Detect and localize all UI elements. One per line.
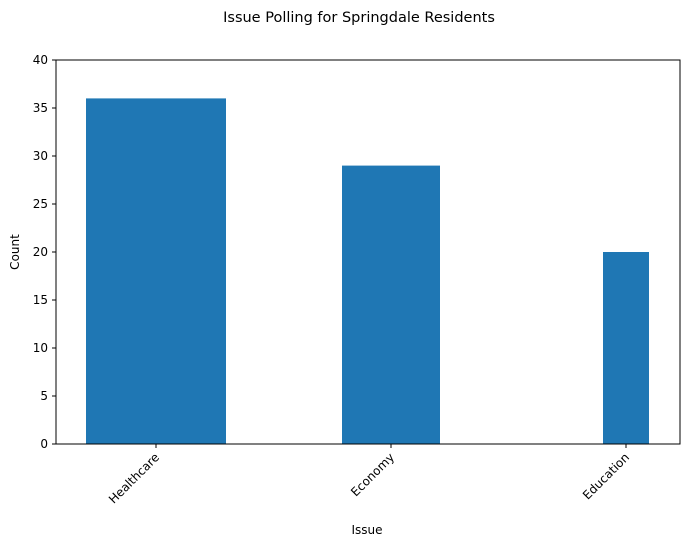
y-tick-label: 10 (33, 341, 48, 355)
y-tick-label: 20 (33, 245, 48, 259)
chart-title: Issue Polling for Springdale Residents (223, 10, 495, 26)
y-tick-label: 35 (33, 101, 48, 115)
y-tick-label: 5 (40, 389, 48, 403)
y-tick-label: 30 (33, 149, 48, 163)
y-tick-label: 25 (33, 197, 48, 211)
y-axis: 0 5 10 15 20 25 30 35 40 (33, 53, 56, 451)
x-axis-label: Issue (351, 523, 382, 537)
plot-frame (55, 59, 681, 445)
bar-education (603, 252, 649, 444)
bars-layer (86, 98, 649, 445)
bar-healthcare (86, 98, 226, 445)
y-axis-label: Count (8, 234, 22, 270)
bar-economy (342, 165, 440, 444)
y-tick-label: 0 (40, 437, 48, 451)
y-tick-label: 40 (33, 53, 48, 67)
y-tick-label: 15 (33, 293, 48, 307)
